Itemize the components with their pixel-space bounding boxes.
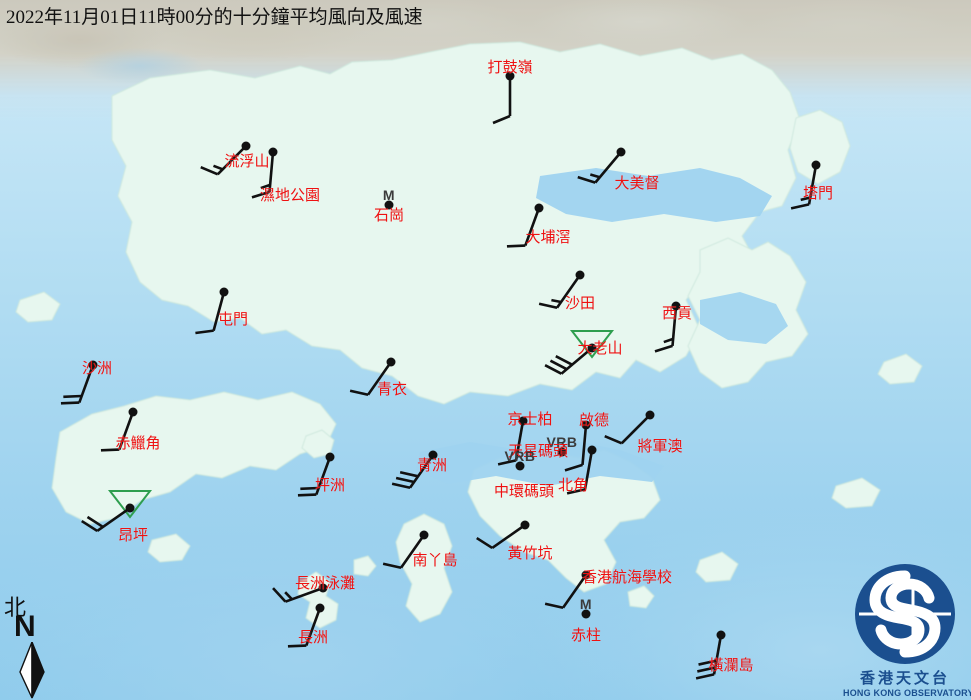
new-territories-shape [111,41,801,405]
station-dot[interactable] [315,603,325,613]
station-dot[interactable] [581,420,591,430]
station-dot[interactable] [811,160,821,170]
station-dot[interactable] [428,450,438,460]
station-dot[interactable] [616,147,626,157]
station-dot[interactable] [575,270,585,280]
station-name-label: 大埔滘 [525,230,571,246]
station-dot[interactable] [587,343,597,353]
station-dot[interactable] [219,287,229,297]
station-name-label: 沙洲 [81,361,113,377]
station-name-label: 大老山 [577,341,623,357]
station-name-label: 青洲 [416,458,448,474]
station-name-label: 黃竹坑 [507,546,553,562]
station-status-flag: M [579,596,593,612]
station-dot[interactable] [128,407,138,417]
station-dot[interactable] [384,200,394,210]
station-dot[interactable] [581,609,591,619]
station-dot[interactable] [581,570,591,580]
small-island-2 [353,555,377,577]
station-dot[interactable] [88,360,98,370]
station-dot[interactable] [645,410,655,420]
station-dot[interactable] [520,520,530,530]
station-dot[interactable] [419,530,429,540]
station-dot[interactable] [386,357,396,367]
station-name-label: 石崗 [373,208,405,224]
station-name-label: 長洲泳灘 [294,576,356,592]
station-name-label: 啟德 [578,413,610,429]
compass-rose: 北 N [2,590,74,700]
station-name-label: 塔門 [802,186,834,202]
station-status-flag: VRB [504,448,536,464]
small-island-5 [831,477,881,509]
station-name-label: 橫瀾島 [708,658,754,674]
victoria-harbour-water [416,440,664,486]
station-dot[interactable] [515,461,525,471]
station-dot[interactable] [318,583,328,593]
station-dot[interactable] [716,630,726,640]
station-name-label: 中環碼頭 [493,484,555,500]
station-dot[interactable] [587,445,597,455]
station-name-label: 沙田 [564,296,596,312]
station-dot[interactable] [518,416,528,426]
station-dot[interactable] [241,141,251,151]
station-name-label: 濕地公園 [259,188,321,204]
small-island-4 [695,551,739,583]
station-name-label: 坪洲 [314,478,346,494]
station-name-label: 大美督 [614,176,660,192]
station-status-flag: VRB [546,434,578,450]
small-island-6 [877,353,923,385]
port-shelter-water [700,292,788,344]
station-name-label: 南丫島 [412,553,458,569]
small-island-7 [15,291,61,323]
station-name-label: 赤鱲角 [115,436,161,452]
hko-swirl-logo-icon [855,564,955,664]
station-status-flag: M [382,187,396,203]
station-dot[interactable] [557,447,567,457]
station-name-label: 西貢 [661,306,693,322]
compass-north-cn-label: 北 [4,595,27,620]
small-island-1 [147,533,191,563]
page-title: 2022年11月01日11時00分的十分鐘平均風向及風速 [6,7,423,28]
station-name-label: 青衣 [376,382,408,398]
station-name-label: 流浮山 [224,154,270,170]
station-dot[interactable] [325,452,335,462]
tap-mun-island-shape [789,109,851,185]
hko-logo: 香港天文台 HONG KONG OBSERVATORY [843,562,971,698]
station-name-label: 赤柱 [570,628,602,644]
station-name-label: 屯門 [217,312,249,328]
station-name-label: 京士柏 [507,412,553,428]
station-dot[interactable] [505,71,515,81]
station-name-label: 北角 [557,478,589,494]
hko-logo-en-name: HONG KONG OBSERVATORY [843,688,971,698]
lantau-island-shape [51,391,337,525]
station-dot[interactable] [671,301,681,311]
station-dot[interactable] [534,203,544,213]
compass-north-en-label: N [14,610,36,643]
station-name-label: 長洲 [297,630,329,646]
station-dot[interactable] [125,503,135,513]
station-name-label: 香港航海學校 [581,570,673,586]
small-island-3 [627,585,655,609]
hko-logo-cn-name: 香港天文台 [859,671,950,687]
station-name-label: 昂坪 [117,528,149,544]
station-name-label: 將軍澳 [637,439,683,455]
station-name-label: 打鼓嶺 [487,60,533,76]
station-dot[interactable] [268,147,278,157]
north-arrow-icon [19,642,45,699]
